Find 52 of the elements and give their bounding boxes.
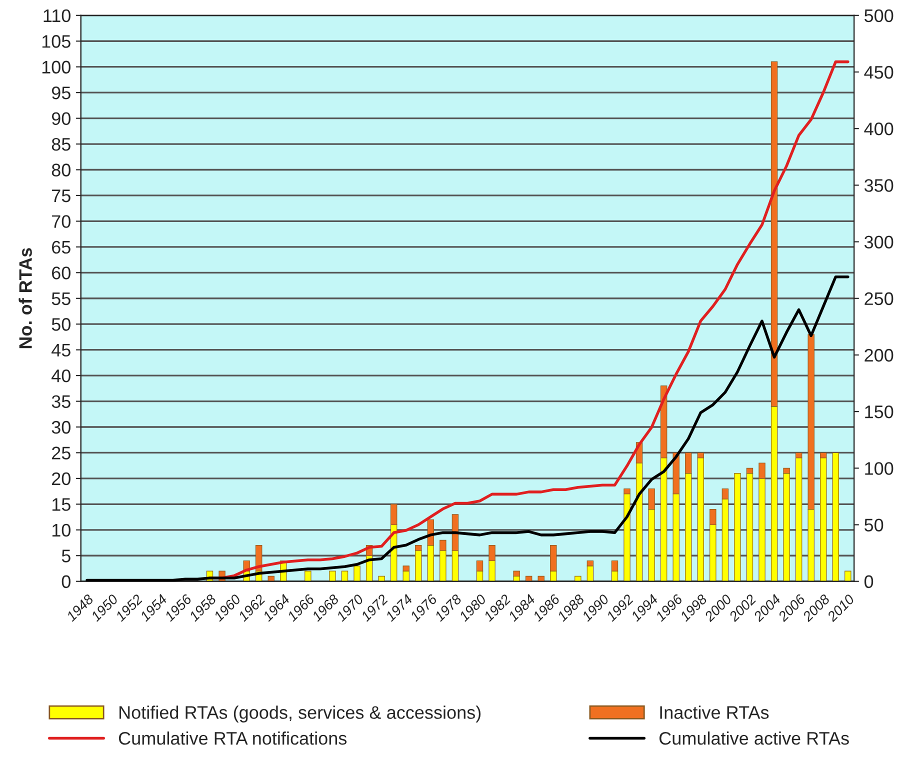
y2-tick-label: 100 bbox=[865, 462, 894, 475]
legend-label: Cumulative RTA notifications bbox=[118, 732, 347, 745]
legend-label: Inactive RTAs bbox=[660, 706, 769, 719]
bar bbox=[268, 576, 274, 582]
y2-tick-label: 150 bbox=[865, 406, 894, 418]
y-tick-label: 70 bbox=[52, 215, 70, 228]
y-tick-label: 55 bbox=[52, 292, 70, 306]
bar bbox=[844, 570, 852, 582]
y-tick-label: 85 bbox=[52, 138, 70, 151]
y-tick-label: 10 bbox=[52, 524, 70, 537]
y-tick-label: 35 bbox=[52, 395, 70, 408]
bar bbox=[341, 570, 348, 582]
y-tick-label: 90 bbox=[52, 112, 70, 126]
y2-tick-label: 400 bbox=[864, 122, 894, 136]
y2-tick-label: 350 bbox=[864, 179, 894, 192]
y2-tick-label: 200 bbox=[864, 348, 894, 362]
bar bbox=[574, 576, 582, 582]
bar bbox=[304, 570, 312, 582]
bar bbox=[734, 473, 741, 582]
y-tick-label: 110 bbox=[44, 9, 70, 22]
line-series bbox=[86, 275, 850, 582]
y-tick-label: 80 bbox=[52, 164, 70, 176]
y2-tick-label: 500 bbox=[864, 9, 894, 22]
legend-label: Notified RTAs (goods, services & accessions) bbox=[120, 706, 481, 722]
y-tick-label: 25 bbox=[52, 446, 70, 460]
legend-label: Cumulative active RTAs bbox=[659, 732, 849, 745]
y-tick-label: 45 bbox=[52, 344, 70, 357]
bar bbox=[538, 576, 544, 582]
y-tick-label: 100 bbox=[42, 60, 70, 74]
y2-tick-label: 50 bbox=[864, 518, 884, 532]
y-axis-title: No. of RTAs bbox=[18, 248, 32, 348]
y2-tick-label: 0 bbox=[864, 575, 874, 588]
y-tick-label: 30 bbox=[52, 420, 70, 434]
bar bbox=[378, 576, 385, 582]
y2-tick-label: 450 bbox=[864, 66, 894, 79]
y2-tick-label: 300 bbox=[864, 236, 894, 248]
y-tick-label: 60 bbox=[52, 266, 70, 280]
y-tick-label: 50 bbox=[52, 318, 70, 331]
y-tick-label: 20 bbox=[52, 472, 70, 486]
y-tick-label: 75 bbox=[52, 190, 70, 202]
y-tick-label: 0 bbox=[62, 575, 70, 588]
y2-tick-label: 250 bbox=[864, 292, 894, 306]
bar bbox=[329, 570, 336, 582]
bar bbox=[832, 452, 839, 582]
y-tick-label: 15 bbox=[52, 498, 70, 511]
bar bbox=[525, 576, 532, 582]
y-tick-label: 105 bbox=[42, 35, 70, 48]
y-tick-label: 40 bbox=[52, 369, 70, 382]
bar bbox=[354, 566, 360, 582]
y-tick-label: 65 bbox=[52, 240, 70, 254]
y-tick-label: 95 bbox=[52, 86, 70, 100]
y-tick-label: 5 bbox=[62, 550, 70, 562]
